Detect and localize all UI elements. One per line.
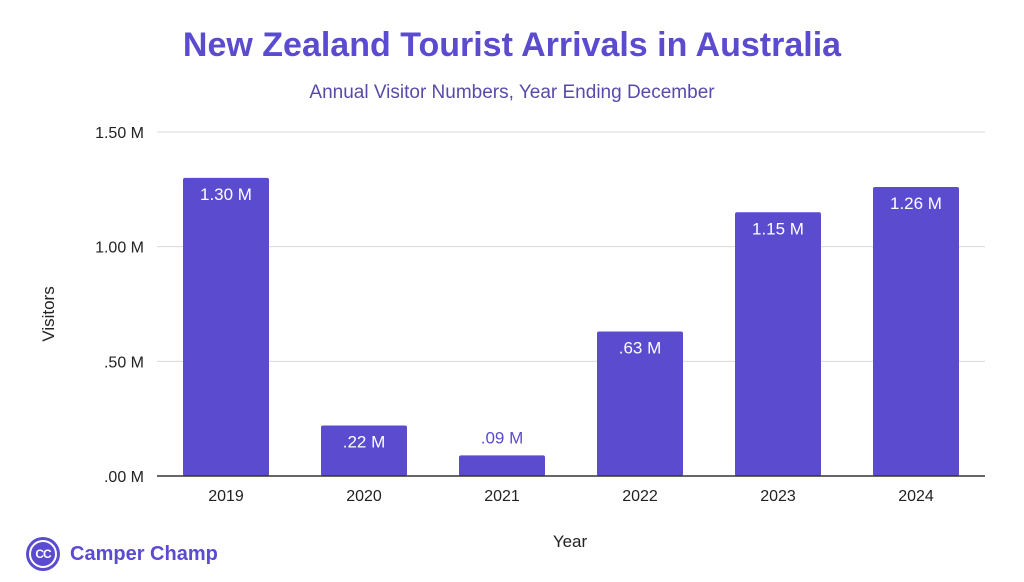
brand-logo-icon: CC xyxy=(26,537,60,571)
x-tick-label: 2020 xyxy=(346,488,382,505)
x-tick-label: 2023 xyxy=(760,488,796,505)
bar-value-label: .22 M xyxy=(343,433,386,452)
chart-title: New Zealand Tourist Arrivals in Australi… xyxy=(182,26,842,64)
bar xyxy=(459,455,545,476)
y-axis-title: Visitors xyxy=(39,286,58,341)
bar xyxy=(735,212,821,476)
x-axis-title: Year xyxy=(553,532,588,551)
bar xyxy=(321,425,407,476)
bar-value-label: 1.30 M xyxy=(200,185,252,204)
y-tick-label: .00 M xyxy=(104,469,144,486)
bar-value-label: .09 M xyxy=(481,428,524,447)
y-tick-label: 1.00 M xyxy=(95,240,144,257)
brand-name: Camper Champ xyxy=(70,542,218,565)
x-tick-label: 2022 xyxy=(622,488,658,505)
bar-value-label: 1.15 M xyxy=(752,219,804,238)
bar xyxy=(597,331,683,476)
x-tick-label: 2024 xyxy=(898,488,934,505)
chart-subtitle: Annual Visitor Numbers, Year Ending Dece… xyxy=(309,82,715,103)
x-tick-label: 2021 xyxy=(484,488,520,505)
brand: CC Camper Champ xyxy=(26,536,218,572)
bar xyxy=(183,177,269,476)
y-tick-label: .50 M xyxy=(104,354,144,371)
bar xyxy=(873,187,959,477)
y-tick-label: 1.50 M xyxy=(95,125,144,142)
x-tick-label: 2019 xyxy=(208,488,244,505)
bar-value-label: 1.26 M xyxy=(890,194,942,213)
brand-logo-text: CC xyxy=(29,540,57,568)
bar-value-label: .63 M xyxy=(619,339,662,358)
